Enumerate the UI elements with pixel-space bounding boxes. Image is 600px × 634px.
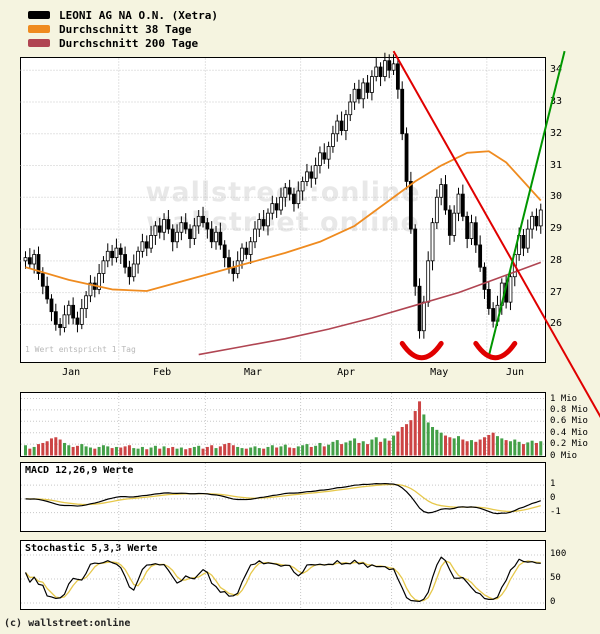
month-label: Jan [62,367,81,378]
legend-swatch-ma200 [28,39,50,47]
legend-item-ma200: Durchschnitt 200 Tage [28,36,218,50]
chart-legend: LEONI AG NA O.N. (Xetra) Durchschnitt 38… [28,8,218,50]
price-tick-label: 27 [550,286,563,298]
macd-tick-label: 1 [550,479,556,490]
month-label: May [430,367,449,378]
legend-item-ma38: Durchschnitt 38 Tage [28,22,218,36]
volume-tick-label: 0.4 Mio [550,427,588,438]
price-tick-label: 32 [550,127,563,139]
stochastic-title: Stochastic 5,3,3 Werte [25,543,158,554]
volume-tick-label: 1 Mio [550,393,578,404]
legend-swatch-ma38 [28,25,50,33]
volume-tick-label: 0.6 Mio [550,416,588,427]
price-tick-label: 34 [550,64,563,76]
price-tick-label: 33 [550,95,563,107]
volume-tick-label: 0.2 Mio [550,439,588,450]
stochastic-tick-label: 0 [550,597,556,607]
volume-tick-label: 0.8 Mio [550,404,588,415]
macd-tick-label: 0 [550,492,556,503]
legend-swatch-stock [28,11,50,19]
legend-label-ma200: Durchschnitt 200 Tage [59,36,199,50]
legend-label-ma38: Durchschnitt 38 Tage [59,22,192,36]
price-tick-label: 29 [550,223,563,235]
macd-title: MACD 12,26,9 Werte [25,465,134,476]
price-tick-label: 26 [550,318,563,330]
price-tick-label: 31 [550,159,563,171]
price-tick-label: 30 [550,191,563,203]
copyright: (c) wallstreet:online [4,618,131,629]
month-label: Apr [337,367,356,378]
month-label: Mar [243,367,263,378]
scale-hint: 1 Wert entspricht 1 Tag [25,345,136,354]
macd-tick-label: -1 [550,506,561,517]
price-tick-label: 28 [550,254,563,266]
volume-tick-label: 0 Mio [550,450,578,461]
stochastic-tick-label: 100 [550,549,567,559]
legend-item-stock: LEONI AG NA O.N. (Xetra) [28,8,218,22]
stochastic-tick-label: 50 [550,573,561,583]
legend-label-stock: LEONI AG NA O.N. (Xetra) [59,8,218,22]
month-label: Jun [505,367,525,378]
month-label: Feb [153,367,172,378]
